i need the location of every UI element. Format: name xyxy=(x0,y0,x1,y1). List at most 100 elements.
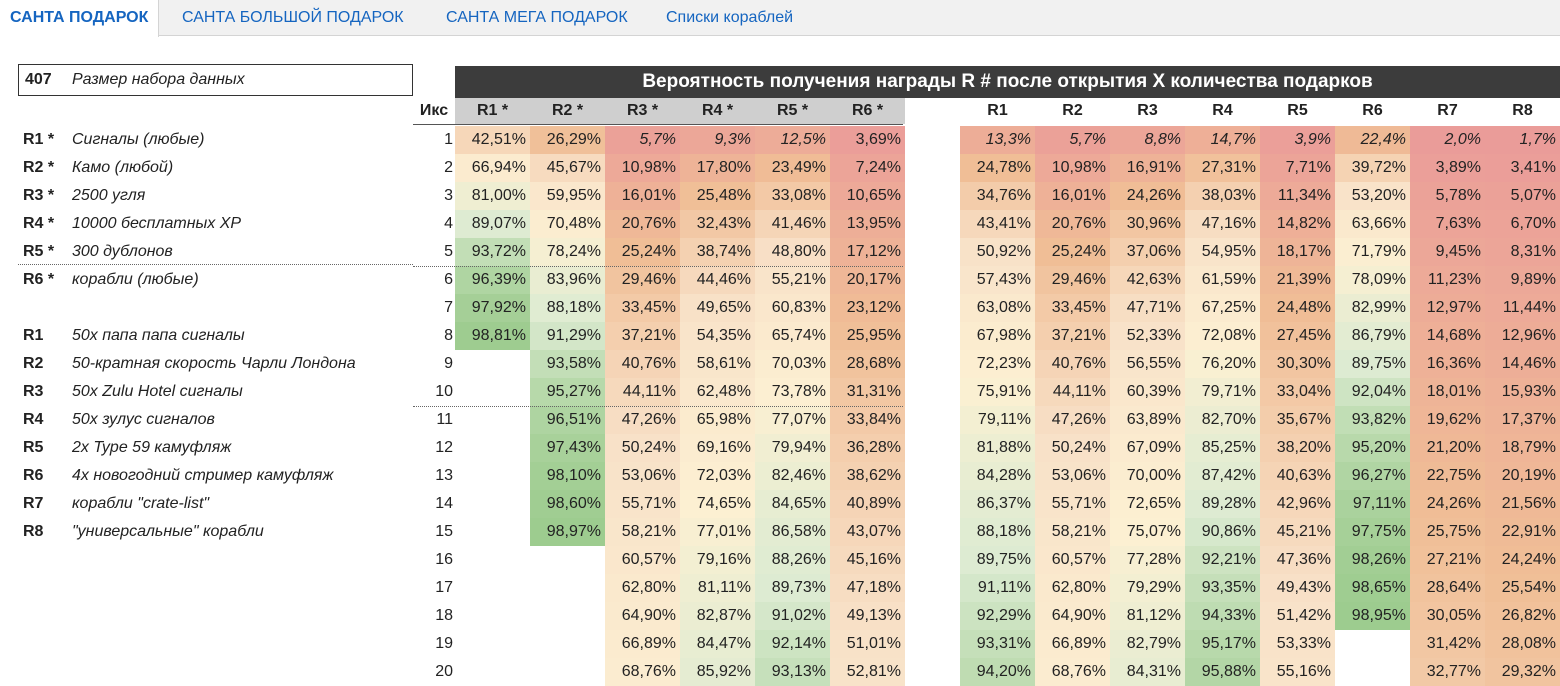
table-cell: 95,20% xyxy=(1335,434,1410,462)
legend-item: R5 * 300 дублонов xyxy=(0,238,410,266)
table-cell: 92,21% xyxy=(1185,546,1260,574)
table-cell: 91,29% xyxy=(530,322,605,350)
table-cell: 60,57% xyxy=(605,546,680,574)
table-cell: 62,80% xyxy=(605,574,680,602)
table-cell: 70,48% xyxy=(530,210,605,238)
table-cell: 18,17% xyxy=(1260,238,1335,266)
table-cell: 56,55% xyxy=(1110,350,1185,378)
table-cell: 16,01% xyxy=(605,182,680,210)
dataset-size-box: 407 Размер набора данных xyxy=(18,64,413,96)
table-cell: 79,94% xyxy=(755,434,830,462)
row-number: 6 xyxy=(444,271,453,288)
table-cell: 33,45% xyxy=(605,294,680,322)
tab-santa-big-gift[interactable]: САНТА БОЛЬШОЙ ПОДАРОК xyxy=(182,9,404,26)
table-cell: 48,80% xyxy=(755,238,830,266)
table-title: Вероятность получения награды R # после … xyxy=(642,71,1373,92)
column-header: R1 xyxy=(987,102,1008,119)
legend-description: "универсальные" корабли xyxy=(72,523,264,540)
table-cell: 19,62% xyxy=(1410,406,1485,434)
table-cell: 94,20% xyxy=(960,658,1035,686)
table-cell: 43,07% xyxy=(830,518,905,546)
table-cell: 70,03% xyxy=(755,350,830,378)
row-number: 16 xyxy=(435,551,453,568)
row-separator xyxy=(413,406,903,407)
table-cell: 7,24% xyxy=(830,154,905,182)
column-header: R4 xyxy=(1212,102,1233,119)
table-cell: 67,25% xyxy=(1185,294,1260,322)
table-cell: 12,97% xyxy=(1410,294,1485,322)
table-cell: 33,45% xyxy=(1035,294,1110,322)
row-number: 14 xyxy=(435,495,453,512)
table-cell: 97,11% xyxy=(1335,490,1410,518)
row-number: 9 xyxy=(444,355,453,372)
legend-code: R5 xyxy=(23,439,44,456)
table-cell: 84,47% xyxy=(680,630,755,658)
table-cell: 40,63% xyxy=(1260,462,1335,490)
table-cell: 81,88% xyxy=(960,434,1035,462)
table-cell: 88,26% xyxy=(755,546,830,574)
table-cell: 89,07% xyxy=(455,210,530,238)
table-cell: 28,08% xyxy=(1485,630,1560,658)
table-cell: 82,87% xyxy=(680,602,755,630)
table-cell: 50,24% xyxy=(605,434,680,462)
tab-santa-gift[interactable]: САНТА ПОДАРОК xyxy=(0,0,160,37)
row-number: 19 xyxy=(435,635,453,652)
table-cell: 18,79% xyxy=(1485,434,1560,462)
table-cell: 53,06% xyxy=(1035,462,1110,490)
row-number: 11 xyxy=(436,411,453,428)
legend-code: R4 xyxy=(23,411,44,428)
table-cell: 9,45% xyxy=(1410,238,1485,266)
row-number: 4 xyxy=(444,215,453,232)
table-cell: 24,26% xyxy=(1110,182,1185,210)
table-cell: 9,3% xyxy=(680,126,755,154)
legend-code: R3 xyxy=(23,383,44,400)
table-cell: 58,21% xyxy=(1035,518,1110,546)
legend-description: 50x Zulu Hotel сигналы xyxy=(72,383,243,400)
table-cell: 3,9% xyxy=(1260,126,1335,154)
table-cell: 86,79% xyxy=(1335,322,1410,350)
table-cell: 38,62% xyxy=(830,462,905,490)
table-cell: 79,71% xyxy=(1185,378,1260,406)
table-cell: 25,24% xyxy=(1035,238,1110,266)
legend-item: R8 "универсальные" корабли xyxy=(0,518,410,546)
legend-item: R7 корабли "crate-list" xyxy=(0,490,410,518)
column-header: R6 * xyxy=(830,98,905,124)
table-cell: 87,42% xyxy=(1185,462,1260,490)
table-cell: 44,11% xyxy=(1035,378,1110,406)
table-cell: 89,73% xyxy=(755,574,830,602)
table-cell: 24,48% xyxy=(1260,294,1335,322)
table-cell: 65,98% xyxy=(680,406,755,434)
table-cell: 30,05% xyxy=(1410,602,1485,630)
table-cell: 11,34% xyxy=(1260,182,1335,210)
table-cell: 54,95% xyxy=(1185,238,1260,266)
table-cell: 84,65% xyxy=(755,490,830,518)
table-cell: 43,41% xyxy=(960,210,1035,238)
table-cell: 44,46% xyxy=(680,266,755,294)
table-cell: 5,7% xyxy=(605,126,680,154)
table-cell: 85,92% xyxy=(680,658,755,686)
table-cell: 14,68% xyxy=(1410,322,1485,350)
legend-description: корабли "crate-list" xyxy=(72,495,210,512)
legend-code: R1 xyxy=(23,327,44,344)
table-cell: 38,74% xyxy=(680,238,755,266)
row-number: 12 xyxy=(435,439,453,456)
table-cell: 86,37% xyxy=(960,490,1035,518)
table-cell: 86,58% xyxy=(755,518,830,546)
row-number: 10 xyxy=(435,383,453,400)
legend-description: 50-кратная скорость Чарли Лондона xyxy=(72,355,356,372)
table-cell: 27,45% xyxy=(1260,322,1335,350)
table-cell: 8,8% xyxy=(1110,126,1185,154)
table-cell: 45,67% xyxy=(530,154,605,182)
table-cell: 28,64% xyxy=(1410,574,1485,602)
table-cell: 77,07% xyxy=(755,406,830,434)
table-cell: 98,81% xyxy=(455,322,530,350)
tab-ship-lists[interactable]: Списки кораблей xyxy=(666,9,794,26)
table-cell: 57,43% xyxy=(960,266,1035,294)
table-cell: 42,63% xyxy=(1110,266,1185,294)
table-cell: 63,66% xyxy=(1335,210,1410,238)
table-cell: 89,75% xyxy=(960,546,1035,574)
tab-santa-mega-gift[interactable]: САНТА МЕГА ПОДАРОК xyxy=(446,9,628,26)
table-cell: 98,95% xyxy=(1335,602,1410,630)
legend-description: 50x папа папа сигналы xyxy=(72,327,245,344)
table-cell: 40,89% xyxy=(830,490,905,518)
